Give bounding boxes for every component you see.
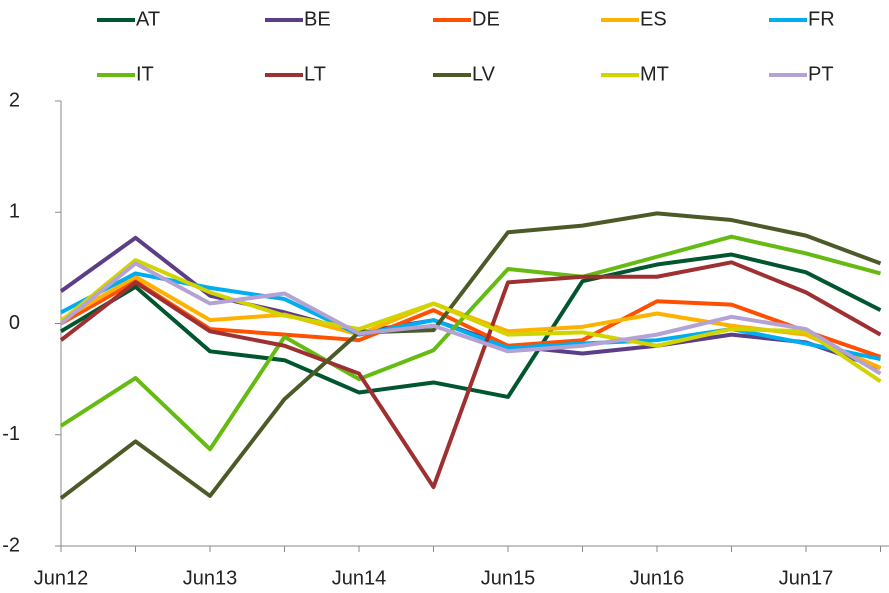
- x-tick-label: Jun15: [481, 567, 536, 589]
- y-tick-label: 1: [9, 201, 20, 223]
- x-tick-label: Jun17: [779, 567, 834, 589]
- series-line: [59, 260, 882, 490]
- x-tick-label: Jun12: [34, 567, 89, 589]
- x-tick-label: Jun14: [332, 567, 387, 589]
- legend-label: BE: [304, 8, 331, 30]
- series-line: [59, 234, 882, 452]
- y-tick-label: -2: [2, 534, 20, 556]
- legend-label: IT: [136, 63, 154, 85]
- series-line: [59, 261, 882, 376]
- x-tick-label: Jun16: [630, 567, 685, 589]
- y-tick-label: -1: [2, 423, 20, 445]
- legend-label: ES: [640, 8, 667, 30]
- legend-label: AT: [136, 8, 160, 30]
- legend-label: LT: [304, 63, 326, 85]
- legend-label: PT: [808, 63, 834, 85]
- y-tick-label: 0: [9, 312, 20, 334]
- legend-label: DE: [472, 8, 500, 30]
- legend-label: LV: [472, 63, 496, 85]
- x-tick-label: Jun13: [183, 567, 238, 589]
- legend-label: MT: [640, 63, 669, 85]
- series-line: [59, 258, 882, 384]
- y-tick-label: 2: [9, 89, 20, 111]
- legend-label: FR: [808, 8, 835, 30]
- series-line: [59, 211, 882, 500]
